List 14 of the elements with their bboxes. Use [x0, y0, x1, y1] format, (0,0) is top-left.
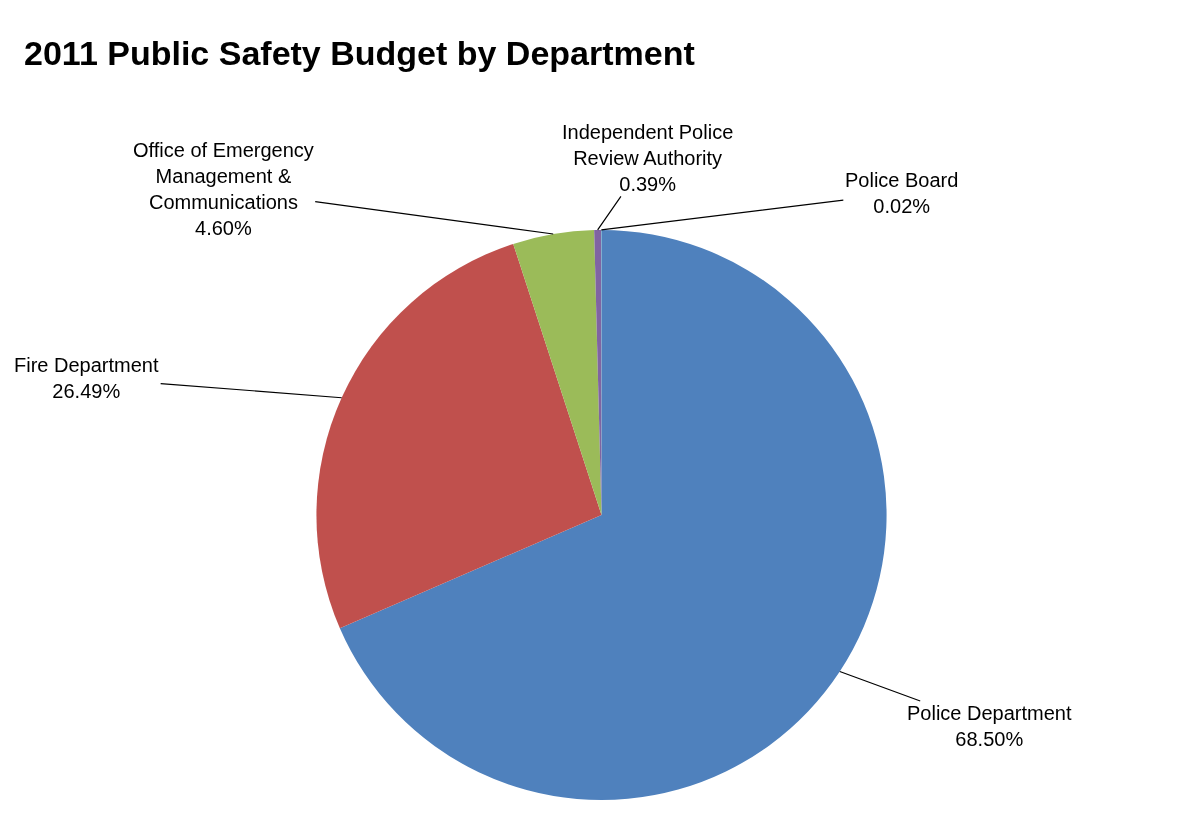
data-label: 68.50%	[955, 728, 1024, 750]
data-label: 0.02%	[873, 195, 931, 217]
pie-slice	[339, 229, 887, 800]
data-label: 26.49%	[52, 380, 121, 402]
slice-label: Police Board	[845, 169, 959, 191]
slice-label: Fire Department	[14, 354, 159, 376]
pie-slice	[316, 243, 602, 629]
slice-label: Independent Police Review Authority	[562, 121, 734, 169]
data-label: 4.60%	[195, 217, 252, 239]
chart-title: 2011 Public Safety Budget by Department	[24, 33, 695, 72]
pie-slice	[513, 229, 602, 515]
data-label: 0.39%	[619, 173, 677, 195]
slice-label: Police Department	[907, 702, 1072, 724]
slice-label: Office of Emergency Management & Communications	[133, 139, 314, 213]
